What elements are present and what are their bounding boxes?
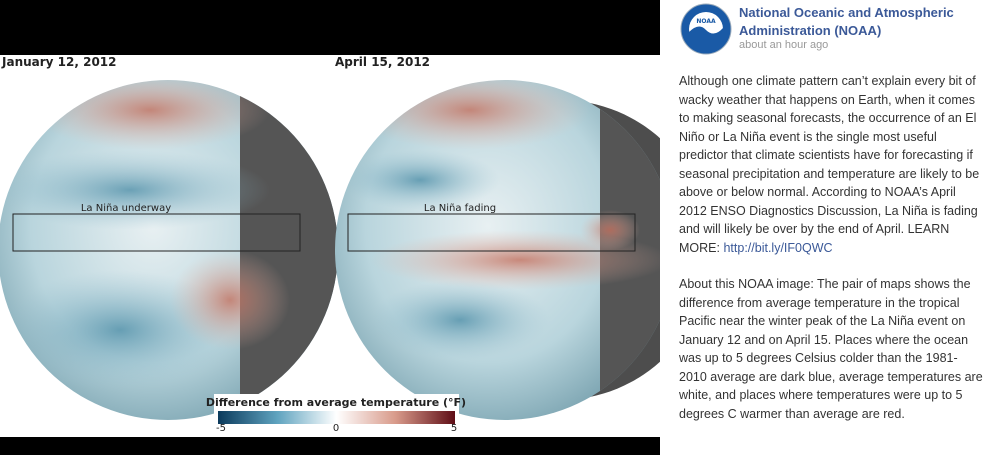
top-band xyxy=(0,0,660,55)
author-link[interactable]: National Oceanic and Atmospheric Adminis… xyxy=(739,5,954,38)
legend-title: Difference from average temperature (°F) xyxy=(206,396,466,409)
timestamp[interactable]: about an hour ago xyxy=(739,39,829,51)
bottom-band xyxy=(0,437,660,455)
post-image[interactable]: January 12, 2012 April 15, 2012 La Niña … xyxy=(0,0,660,455)
paragraph: About this NOAA image: The pair of maps … xyxy=(679,277,983,421)
paragraph-text: Although one climate pattern can’t expla… xyxy=(679,74,980,255)
date-label: April 15, 2012 xyxy=(335,55,430,69)
legend-tick: 5 xyxy=(451,423,457,434)
color-bar xyxy=(218,411,455,424)
legend-tick: -5 xyxy=(216,423,226,434)
region-box xyxy=(12,213,301,252)
legend-tick: 0 xyxy=(333,423,339,434)
link[interactable]: http://bit.ly/IF0QWC xyxy=(723,240,833,255)
globe xyxy=(0,80,338,420)
author-name[interactable]: National Oceanic and Atmospheric Adminis… xyxy=(739,4,979,40)
paragraph: Although one climate pattern can’t expla… xyxy=(679,72,985,257)
globe xyxy=(335,80,660,420)
region-label: La Niña fading xyxy=(424,203,496,214)
date-label: January 12, 2012 xyxy=(1,55,117,69)
logo-text: NOAA xyxy=(696,18,716,25)
region-label: La Niña underway xyxy=(81,203,171,214)
avatar[interactable]: NOAA xyxy=(679,2,733,56)
region-box xyxy=(347,213,636,252)
post-body: Although one climate pattern can’t expla… xyxy=(679,72,985,441)
